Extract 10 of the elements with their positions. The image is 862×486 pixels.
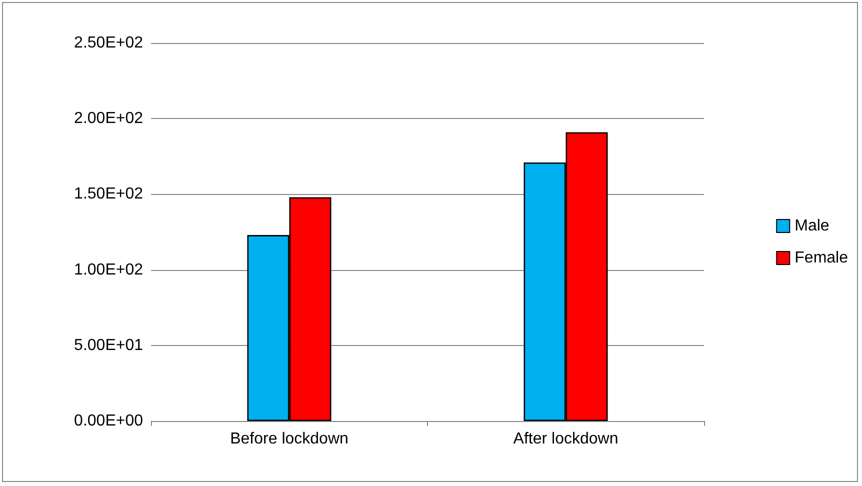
legend-label: Female (794, 250, 848, 266)
y-tick-label: 2.00E+02 (74, 110, 144, 128)
y-tick-label: 0.00E+00 (74, 412, 144, 430)
y-tick-label: 1.50E+02 (74, 186, 144, 203)
y-tick-label: 2.50E+02 (74, 34, 144, 52)
y-tick-label: 1.00E+02 (74, 261, 144, 278)
legend-label: Male (794, 218, 830, 234)
x-tick-label: Before lockdown (230, 430, 348, 448)
y-tick-label: 5.00E+01 (74, 336, 144, 354)
x-tick-label: After lockdown (513, 430, 618, 448)
